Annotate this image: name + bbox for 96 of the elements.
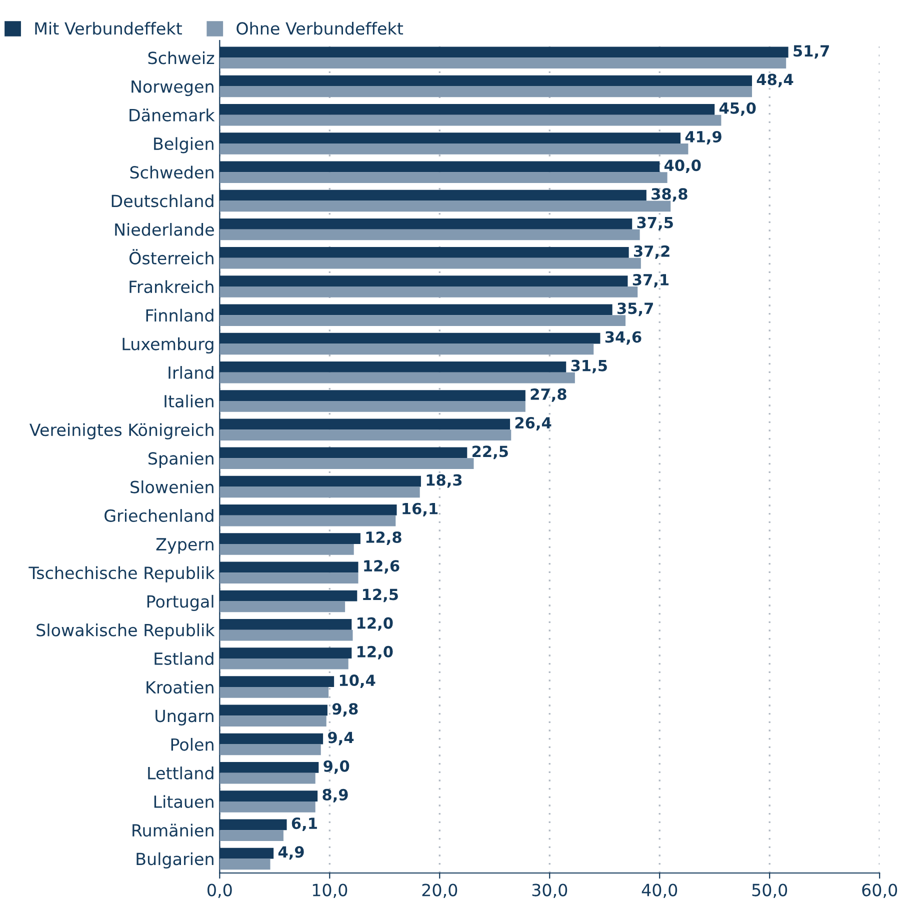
data-label: 37,5 bbox=[637, 216, 673, 230]
bar bbox=[220, 258, 641, 269]
bar bbox=[220, 544, 354, 555]
y-tick-label: Niederlande bbox=[115, 222, 214, 236]
bar bbox=[220, 58, 786, 69]
bar bbox=[220, 716, 326, 727]
x-tick-label: 50,0 bbox=[752, 884, 788, 898]
bar bbox=[220, 172, 668, 183]
legend-label: Mit Verbundeffekt bbox=[35, 22, 182, 35]
x-tick-label: 30,0 bbox=[532, 884, 568, 898]
y-tick-label: Vereinigtes Königreich bbox=[30, 423, 214, 440]
y-tick-label: Norwegen bbox=[132, 80, 214, 96]
data-label: 8,9 bbox=[322, 788, 348, 802]
bar bbox=[220, 229, 640, 240]
x-tick-label: 20,0 bbox=[422, 884, 458, 898]
y-tick-label: Slowakische Republik bbox=[36, 624, 215, 640]
y-tick-label: Slowenien bbox=[130, 480, 214, 494]
bar bbox=[220, 286, 638, 298]
y-tick-label: Tschechische Republik bbox=[28, 566, 215, 582]
data-label: 9,4 bbox=[328, 732, 354, 746]
bar bbox=[220, 601, 346, 612]
y-tick-label: Kroatien bbox=[146, 680, 214, 694]
x-tick-label: 60,0 bbox=[862, 884, 898, 898]
y-tick-label: Luxemburg bbox=[122, 337, 214, 354]
y-tick-label: Finnland bbox=[146, 308, 214, 322]
y-tick-label: Ungarn bbox=[156, 710, 214, 726]
y-tick-label: Rumänien bbox=[132, 824, 214, 837]
bar bbox=[220, 143, 688, 154]
bar bbox=[220, 315, 626, 326]
data-label: 27,8 bbox=[530, 388, 566, 402]
x-tick-label: 10,0 bbox=[312, 884, 348, 898]
y-tick-label: Belgien bbox=[154, 137, 214, 154]
bar bbox=[220, 400, 526, 412]
bar bbox=[220, 86, 752, 98]
bar bbox=[220, 858, 270, 870]
data-label: 12,5 bbox=[363, 588, 398, 602]
y-tick-label: Lettland bbox=[148, 766, 214, 780]
data-label: 12,0 bbox=[358, 617, 393, 631]
data-label: 51,7 bbox=[794, 45, 829, 59]
bar bbox=[220, 515, 396, 526]
data-label: 40,0 bbox=[664, 160, 701, 174]
data-label: 10,4 bbox=[340, 674, 376, 688]
data-label: 18,3 bbox=[426, 474, 462, 488]
y-tick-label: Irland bbox=[168, 366, 214, 379]
data-label: 48,4 bbox=[756, 74, 794, 88]
data-label: 4,9 bbox=[278, 846, 304, 860]
y-tick-label: Griechenland bbox=[104, 509, 214, 522]
bar bbox=[220, 430, 512, 440]
bar bbox=[220, 572, 358, 584]
y-tick-label: Italien bbox=[164, 394, 214, 408]
y-tick-label: Österreich bbox=[130, 249, 214, 264]
y-tick-label: Dänemark bbox=[130, 108, 215, 122]
y-tick-label: Portugal bbox=[147, 594, 214, 612]
y-tick-label: Bulgarien bbox=[136, 852, 214, 868]
y-tick-label: Polen bbox=[171, 738, 214, 751]
y-tick-label: Estland bbox=[154, 652, 214, 666]
bar bbox=[220, 772, 316, 784]
legend-label: Ohne Verbundeffekt bbox=[236, 22, 404, 35]
x-tick-label: 40,0 bbox=[642, 884, 678, 898]
y-tick-label: Schweden bbox=[130, 166, 214, 179]
data-label: 26,4 bbox=[515, 417, 552, 431]
data-label: 41,9 bbox=[685, 130, 722, 144]
data-label: 35,7 bbox=[618, 302, 653, 316]
bar bbox=[220, 658, 348, 670]
y-tick-label: Spanien bbox=[148, 452, 214, 468]
data-label: 31,5 bbox=[571, 360, 607, 374]
y-tick-label: Litauen bbox=[154, 795, 214, 808]
bar bbox=[220, 744, 321, 756]
data-label: 9,8 bbox=[332, 703, 358, 717]
bar bbox=[220, 344, 594, 355]
bar bbox=[220, 114, 722, 126]
data-label: 12,0 bbox=[358, 646, 393, 660]
data-label: 6,1 bbox=[292, 818, 317, 832]
data-label: 9,0 bbox=[324, 760, 350, 774]
data-label: 38,8 bbox=[652, 188, 688, 202]
bar bbox=[220, 801, 316, 812]
data-label: 22,5 bbox=[472, 446, 508, 460]
bar bbox=[220, 372, 575, 384]
data-label: 12,6 bbox=[364, 560, 400, 574]
data-label: 45,0 bbox=[719, 102, 756, 116]
y-tick-label: Deutschland bbox=[112, 194, 214, 208]
data-label: 16,1 bbox=[402, 502, 438, 516]
y-tick-label: Schweiz bbox=[148, 51, 214, 64]
bar bbox=[220, 200, 671, 212]
data-label: 12,8 bbox=[366, 531, 402, 545]
data-label: 37,1 bbox=[632, 274, 669, 288]
data-label: 37,2 bbox=[634, 245, 670, 259]
bar bbox=[220, 687, 329, 698]
bar bbox=[220, 458, 474, 470]
bar bbox=[220, 830, 284, 841]
y-tick-label: Frankreich bbox=[130, 280, 214, 294]
data-label: 34,6 bbox=[605, 331, 642, 345]
bar bbox=[220, 630, 353, 641]
bar bbox=[220, 486, 420, 498]
x-tick-label: 0,0 bbox=[208, 884, 232, 898]
y-tick-label: Zypern bbox=[156, 538, 214, 554]
